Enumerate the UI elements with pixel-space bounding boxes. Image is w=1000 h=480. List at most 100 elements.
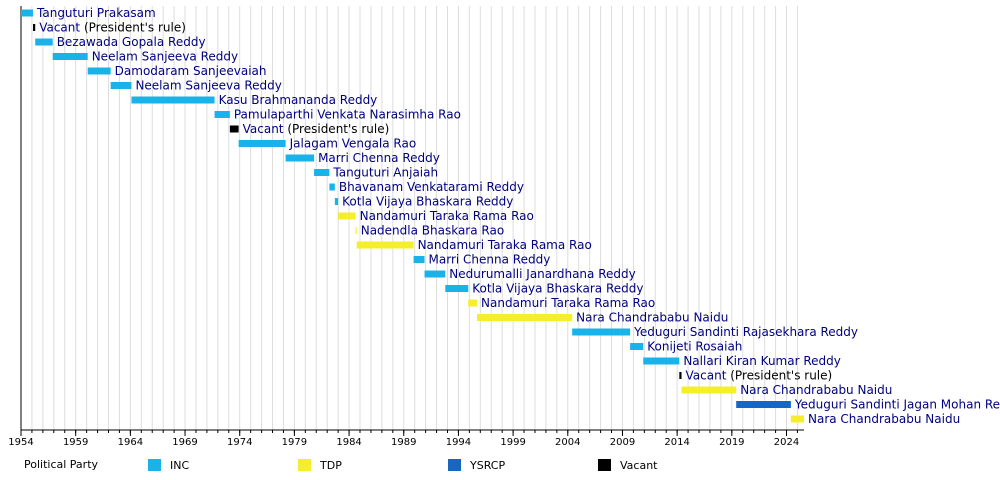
term-bar bbox=[314, 169, 330, 176]
term-bar bbox=[229, 125, 239, 133]
leader-name: Vacant bbox=[686, 368, 727, 382]
term-bar bbox=[338, 212, 356, 220]
x-tick-label: 2019 bbox=[719, 437, 744, 448]
term-bar bbox=[643, 357, 680, 365]
term-bar bbox=[52, 53, 88, 60]
leader-name: Nadendla Bhaskara Rao bbox=[361, 223, 504, 237]
term-label: Marri Chenna Reddy bbox=[429, 252, 551, 266]
leader-name: Vacant bbox=[243, 122, 284, 136]
x-tick-label: 1979 bbox=[282, 437, 307, 448]
leader-name: Kotla Vijaya Bhaskara Reddy bbox=[472, 281, 643, 295]
term-bar bbox=[110, 82, 132, 89]
term-bar bbox=[477, 314, 573, 321]
x-tick-label: 1959 bbox=[63, 437, 88, 448]
term-bar bbox=[413, 256, 425, 263]
term-label: Nara Chandrababu Naidu bbox=[740, 383, 892, 397]
leader-name: Neelam Sanjeeva Reddy bbox=[135, 78, 281, 92]
term-bar bbox=[334, 198, 339, 205]
term-bar bbox=[21, 9, 34, 17]
legend-swatch bbox=[148, 459, 161, 471]
leader-name: Kasu Brahmananda Reddy bbox=[219, 93, 378, 107]
leader-name: Jalagam Vengala Rao bbox=[289, 136, 417, 150]
term-note: (President's rule) bbox=[287, 122, 389, 136]
term-label: Vacant (President's rule) bbox=[686, 368, 833, 382]
leader-name: Nallari Kiran Kumar Reddy bbox=[683, 354, 841, 368]
term-label: Nara Chandrababu Naidu bbox=[808, 412, 960, 426]
term-label: Yeduguri Sandinti Jagan Mohan Re bbox=[794, 397, 1000, 411]
leader-name: Nara Chandrababu Naidu bbox=[740, 383, 892, 397]
leader-name: Nara Chandrababu Naidu bbox=[808, 412, 960, 426]
term-bar bbox=[356, 241, 414, 249]
term-label: Neelam Sanjeeva Reddy bbox=[135, 78, 281, 92]
leader-name: Nandamuri Taraka Rama Rao bbox=[481, 296, 655, 310]
term-label: Kotla Vijaya Bhaskara Reddy bbox=[472, 281, 643, 295]
leader-name: Tanguturi Prakasam bbox=[36, 6, 156, 20]
x-tick-label: 2024 bbox=[774, 437, 799, 448]
legend-title: Political Party bbox=[24, 458, 99, 471]
term-bar bbox=[131, 96, 215, 104]
term-label: Konijeti Rosaiah bbox=[647, 339, 742, 353]
term-bar bbox=[35, 38, 53, 46]
x-tick-label: 1964 bbox=[118, 437, 143, 448]
leader-name: Kotla Vijaya Bhaskara Reddy bbox=[342, 194, 513, 208]
term-label: Yeduguri Sandinti Rajasekhara Reddy bbox=[633, 325, 858, 339]
leader-name: Tanguturi Anjaiah bbox=[332, 165, 438, 179]
term-label: Nandamuri Taraka Rama Rao bbox=[481, 296, 655, 310]
x-tick-label: 2014 bbox=[664, 437, 689, 448]
x-tick-label: 2004 bbox=[555, 437, 580, 448]
term-label: Nedurumalli Janardhana Reddy bbox=[449, 267, 635, 281]
term-bar bbox=[355, 227, 357, 234]
term-label: Damodaram Sanjeevaiah bbox=[115, 64, 267, 78]
term-bar bbox=[445, 285, 469, 292]
term-label: Tanguturi Anjaiah bbox=[332, 165, 438, 179]
leader-name: Marri Chenna Reddy bbox=[318, 151, 440, 165]
legend-label: Vacant bbox=[620, 459, 658, 472]
term-label: Neelam Sanjeeva Reddy bbox=[92, 49, 238, 63]
x-tick-label: 1984 bbox=[336, 437, 361, 448]
leader-name: Marri Chenna Reddy bbox=[429, 252, 551, 266]
leader-name: Nara Chandrababu Naidu bbox=[576, 310, 728, 324]
term-label: Marri Chenna Reddy bbox=[318, 151, 440, 165]
term-bar bbox=[33, 24, 36, 31]
term-label: Tanguturi Prakasam bbox=[36, 6, 156, 20]
legend-label: YSRCP bbox=[469, 459, 505, 472]
term-bar bbox=[238, 140, 286, 147]
term-label: Vacant (President's rule) bbox=[243, 122, 390, 136]
legend-swatch bbox=[298, 459, 311, 471]
legend-swatch bbox=[448, 459, 461, 471]
term-label: Pamulaparthi Venkata Narasimha Rao bbox=[234, 107, 461, 121]
term-bar bbox=[424, 270, 446, 278]
legend-label: INC bbox=[170, 459, 189, 472]
leader-name: Bhavanam Venkatarami Reddy bbox=[339, 180, 524, 194]
term-bar bbox=[572, 328, 631, 336]
leader-name: Nandamuri Taraka Rama Rao bbox=[360, 209, 534, 223]
term-label: Jalagam Vengala Rao bbox=[289, 136, 417, 150]
leader-name: Vacant bbox=[39, 20, 80, 34]
x-tick-label: 1974 bbox=[227, 437, 252, 448]
leader-name: Damodaram Sanjeevaiah bbox=[115, 64, 267, 78]
term-bar bbox=[630, 343, 644, 350]
term-label: Bezawada Gopala Reddy bbox=[57, 35, 206, 49]
leader-name: Nandamuri Taraka Rama Rao bbox=[418, 238, 592, 252]
leader-name: Bezawada Gopala Reddy bbox=[57, 35, 206, 49]
term-label: Nandamuri Taraka Rama Rao bbox=[418, 238, 592, 252]
term-bar bbox=[681, 386, 737, 394]
term-label: Vacant (President's rule) bbox=[39, 20, 186, 34]
x-tick-label: 1989 bbox=[391, 437, 416, 448]
x-tick-label: 1969 bbox=[172, 437, 197, 448]
leader-name: Neelam Sanjeeva Reddy bbox=[92, 49, 238, 63]
term-bar bbox=[736, 401, 791, 408]
term-bar bbox=[329, 183, 335, 191]
term-bar bbox=[214, 111, 230, 118]
term-label: Nadendla Bhaskara Rao bbox=[361, 223, 504, 237]
leader-name: Yeduguri Sandinti Rajasekhara Reddy bbox=[633, 325, 858, 339]
x-tick-label: 1954 bbox=[8, 437, 33, 448]
term-bar bbox=[87, 67, 111, 75]
term-note: (President's rule) bbox=[730, 368, 832, 382]
term-label: Kotla Vijaya Bhaskara Reddy bbox=[342, 194, 513, 208]
term-bar bbox=[790, 415, 804, 423]
legend-swatch bbox=[598, 459, 611, 471]
x-tick-label: 2009 bbox=[610, 437, 635, 448]
term-label: Nara Chandrababu Naidu bbox=[576, 310, 728, 324]
